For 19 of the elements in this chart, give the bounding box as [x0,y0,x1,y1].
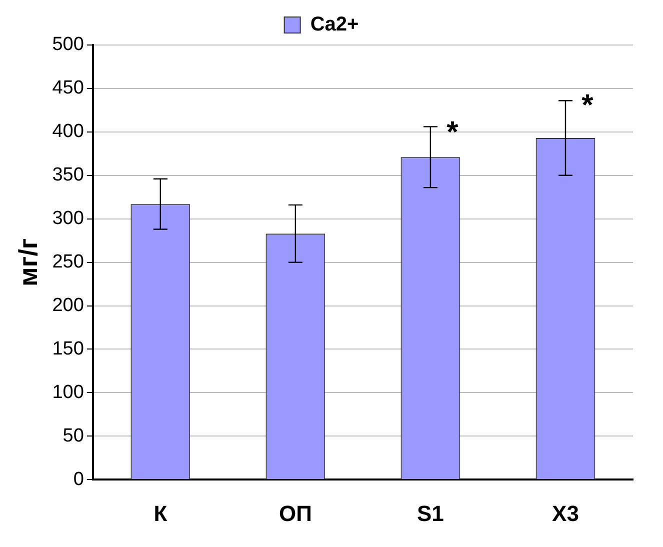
y-axis-title: мг/г [12,238,43,286]
y-tick-label: 100 [52,382,84,403]
annotation: * [582,88,594,122]
x-tick-label: Х3 [552,500,579,526]
y-tick-label: 350 [52,164,84,186]
y-tick-label: 450 [52,78,84,99]
y-tick-label: 150 [52,338,84,360]
y-tick-label: 400 [52,121,84,142]
y-tick-label: 250 [52,252,84,273]
x-tick-label: S1 [417,500,444,526]
y-tick-label: 50 [62,425,84,446]
y-tick-label: 200 [52,294,84,316]
y-tick-label: 500 [52,34,84,56]
annotation: * [446,116,459,149]
x-tick-label: К [154,500,168,526]
x-tick-label: ОП [278,500,312,526]
y-tick-label: 300 [52,208,84,230]
y-tick-label: 0 [73,468,84,490]
legend-label: Ca2+ [310,14,359,36]
